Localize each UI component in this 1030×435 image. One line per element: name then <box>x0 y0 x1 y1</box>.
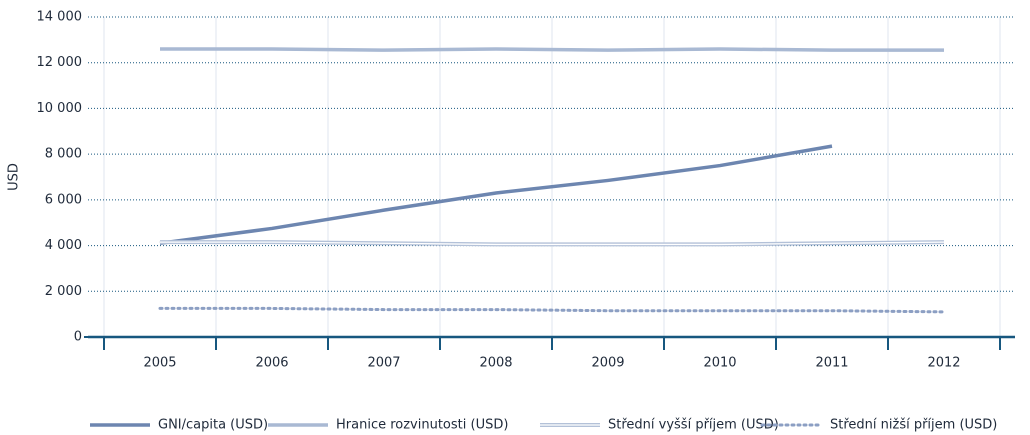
x-tick-label: 2012 <box>927 356 960 371</box>
y-tick-label: 0 <box>74 330 82 345</box>
x-tick-label: 2009 <box>591 356 624 371</box>
legend-label: Střední vyšší příjem (USD) <box>608 418 779 433</box>
x-tick-label: 2005 <box>143 356 176 371</box>
x-tick-label: 2011 <box>815 356 848 371</box>
y-tick-label: 2 000 <box>45 284 82 299</box>
x-tick-label: 2010 <box>703 356 736 371</box>
x-tick-label: 2007 <box>367 356 400 371</box>
x-tick-label: 2006 <box>255 356 288 371</box>
y-tick-label: 6 000 <box>45 192 82 207</box>
series-line <box>158 306 946 314</box>
legend-label: Hranice rozvinutosti (USD) <box>336 418 508 433</box>
legend-label: GNI/capita (USD) <box>158 418 268 433</box>
series-line-inner <box>160 241 945 246</box>
y-axis-label: USD <box>7 163 22 191</box>
y-tick-label: 10 000 <box>37 101 83 116</box>
y-tick-label: 4 000 <box>45 238 82 253</box>
y-tick-label: 14 000 <box>37 10 83 25</box>
legend-label: Střední nižší příjem (USD) <box>830 418 997 433</box>
x-tick-label: 2008 <box>479 356 512 371</box>
series-line <box>160 47 944 52</box>
y-tick-label: 12 000 <box>37 55 83 70</box>
y-tick-label: 8 000 <box>45 147 82 162</box>
series-line <box>159 144 833 246</box>
